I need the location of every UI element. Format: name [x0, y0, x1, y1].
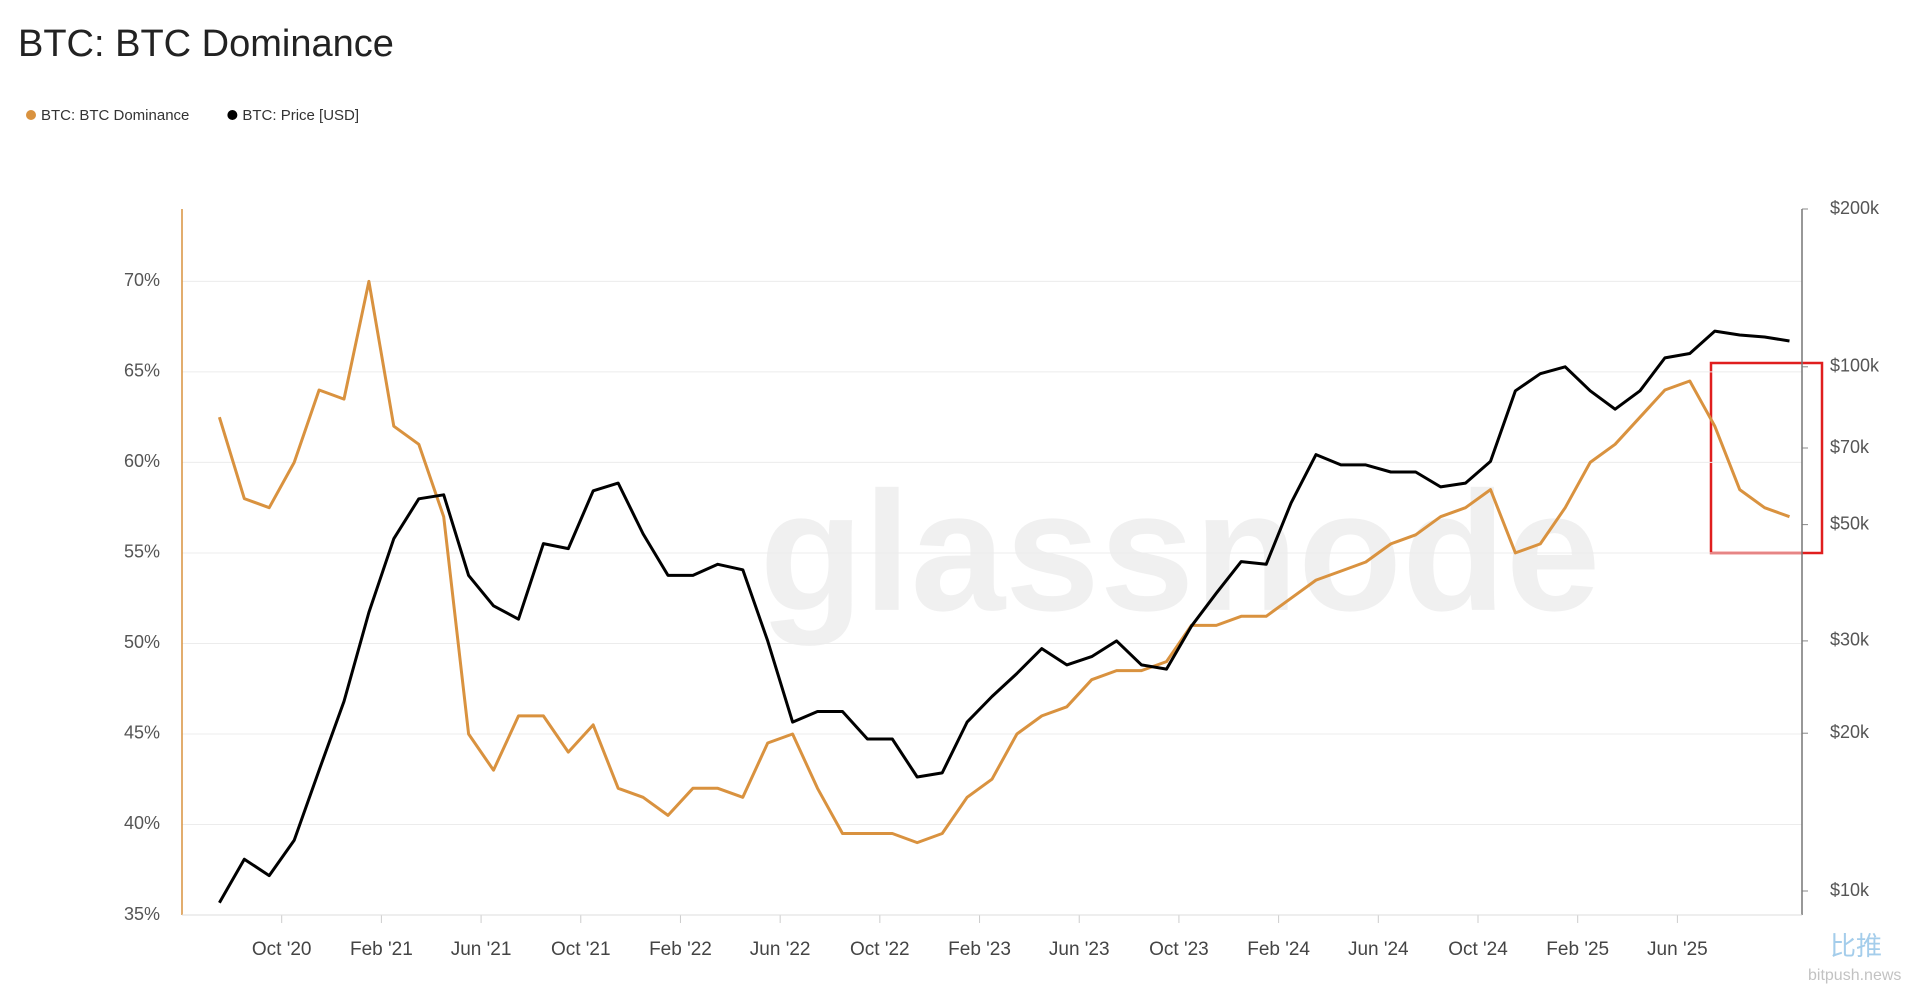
- y-tick-label: 60%: [124, 451, 160, 471]
- x-tick-label: Jun '24: [1348, 939, 1409, 960]
- x-tick-label: Feb '21: [350, 939, 413, 960]
- y-tick-label: 40%: [124, 813, 160, 833]
- y2-tick-label: $10k: [1830, 880, 1870, 900]
- x-tick-label: Feb '25: [1546, 939, 1609, 960]
- watermark: bitpush.news: [1808, 967, 1901, 984]
- legend-marker: [26, 110, 36, 120]
- x-tick-label: Oct '21: [551, 939, 611, 960]
- x-tick-label: Jun '25: [1647, 939, 1708, 960]
- y-tick-label: 45%: [124, 723, 160, 743]
- x-tick-label: Oct '24: [1448, 939, 1508, 960]
- y-tick-label: 35%: [124, 904, 160, 924]
- x-tick-label: Feb '24: [1247, 939, 1310, 960]
- y-tick-label: 55%: [124, 542, 160, 562]
- series-line: [218, 329, 1790, 904]
- x-tick-label: Oct '22: [850, 939, 910, 960]
- y-tick-label: 65%: [124, 361, 160, 381]
- x-tick-label: Jun '22: [750, 939, 811, 960]
- legend-marker: [227, 110, 238, 120]
- y2-tick-label: $200k: [1830, 198, 1880, 218]
- y2-tick-label: $30k: [1830, 630, 1870, 650]
- watermark: glassnode: [760, 457, 1601, 647]
- y-tick-label: 70%: [124, 270, 160, 290]
- y2-tick-label: $70k: [1830, 437, 1870, 457]
- x-tick-label: Jun '21: [451, 939, 512, 960]
- x-tick-label: Oct '23: [1149, 939, 1209, 960]
- y2-tick-label: $100k: [1830, 356, 1880, 376]
- y2-tick-label: $50k: [1830, 513, 1870, 533]
- x-tick-label: Feb '23: [948, 939, 1011, 960]
- y2-tick-label: $20k: [1830, 722, 1870, 742]
- legend-label: BTC: Price [USD]: [242, 107, 359, 124]
- x-tick-label: Jun '23: [1049, 939, 1110, 960]
- chart-title: BTC: BTC Dominance: [18, 23, 394, 65]
- x-tick-label: Oct '20: [252, 939, 312, 960]
- y-tick-label: 50%: [124, 632, 160, 652]
- x-tick-label: Feb '22: [649, 939, 712, 960]
- series-line: [217, 279, 1791, 845]
- legend-label: BTC: BTC Dominance: [41, 107, 189, 124]
- watermark: 比推: [1830, 931, 1882, 961]
